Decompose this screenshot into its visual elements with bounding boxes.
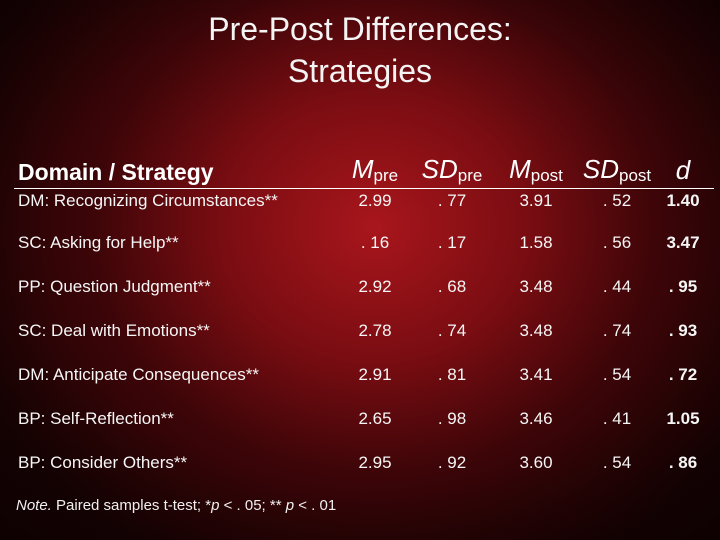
cell-sd-pre: . 68: [437, 277, 467, 296]
cell-d: 1.05: [666, 409, 700, 428]
table-header-row: Domain / Strategy Mpre SDpre Mpost SDpos…: [14, 140, 714, 189]
cell-sd-post: . 56: [602, 233, 632, 252]
table-row: SC: Deal with Emotions** 2.78 . 74 3.48 …: [14, 309, 714, 353]
cell-sd-pre: . 77: [437, 191, 467, 210]
cell-d: . 93: [668, 321, 698, 340]
cell-m-post: 3.48: [519, 277, 553, 296]
cell-sd-pre: . 92: [437, 453, 467, 472]
row-label: SC: Asking for Help**: [18, 233, 179, 252]
cell-d: 1.40: [666, 191, 700, 210]
cell-sd-pre: . 98: [437, 409, 467, 428]
row-label: SC: Deal with Emotions**: [18, 321, 210, 340]
cell-sd-post: . 44: [602, 277, 632, 296]
title-line-1: Pre-Post Differences:: [208, 11, 512, 47]
cell-m-post: 3.91: [519, 191, 553, 210]
cell-m-pre: 2.99: [358, 191, 392, 210]
table-row: SC: Asking for Help** . 16 . 17 1.58 . 5…: [14, 221, 714, 265]
cell-m-pre: . 16: [360, 233, 390, 252]
table-row: DM: Anticipate Consequences** 2.91 . 81 …: [14, 353, 714, 397]
cell-m-pre: 2.91: [358, 365, 392, 384]
row-label: DM: Recognizing Circumstances**: [18, 191, 278, 210]
cell-m-post: 3.60: [519, 453, 553, 472]
cell-m-post: 3.48: [519, 321, 553, 340]
header-m-post: Mpost: [490, 140, 582, 189]
row-label: BP: Self-Reflection**: [18, 409, 174, 428]
table-row: BP: Consider Others** 2.95 . 92 3.60 . 5…: [14, 441, 714, 485]
header-sd-pre: SDpre: [414, 140, 490, 189]
cell-d: . 95: [668, 277, 698, 296]
cell-d: . 72: [668, 365, 698, 384]
cell-d: . 86: [668, 453, 698, 472]
row-label: BP: Consider Others**: [18, 453, 188, 472]
cell-sd-post: . 74: [602, 321, 632, 340]
note-label: Note.: [16, 497, 52, 514]
cell-sd-pre: . 81: [437, 365, 467, 384]
row-label: PP: Question Judgment**: [18, 277, 211, 296]
cell-sd-pre: . 74: [437, 321, 467, 340]
cell-sd-post: . 41: [602, 409, 632, 428]
title-line-2: Strategies: [287, 53, 433, 89]
table-row: PP: Question Judgment** 2.92 . 68 3.48 .…: [14, 265, 714, 309]
cell-m-post: 3.46: [519, 409, 553, 428]
table-row: BP: Self-Reflection** 2.65 . 98 3.46 . 4…: [14, 397, 714, 441]
header-sd-post: SDpost: [582, 140, 652, 189]
cell-d: 3.47: [666, 233, 700, 252]
cell-m-post: 1.58: [519, 233, 553, 252]
cell-sd-post: . 54: [602, 365, 632, 384]
slide-title: Pre-Post Differences: Strategies: [0, 8, 720, 92]
table-row: DM: Recognizing Circumstances** 2.99 . 7…: [14, 189, 714, 222]
cell-sd-post: . 52: [602, 191, 632, 210]
cell-m-pre: 2.95: [358, 453, 392, 472]
table-footnote: Note. Paired samples t-test; *p < . 05; …: [16, 497, 337, 514]
cell-m-pre: 2.65: [358, 409, 392, 428]
header-domain-strategy: Domain / Strategy: [14, 140, 336, 189]
cell-m-pre: 2.78: [358, 321, 392, 340]
cell-sd-pre: . 17: [437, 233, 467, 252]
header-m-pre: Mpre: [336, 140, 414, 189]
cell-sd-post: . 54: [602, 453, 632, 472]
header-effect-size-d: d: [652, 140, 714, 189]
cell-m-post: 3.41: [519, 365, 553, 384]
row-label: DM: Anticipate Consequences**: [18, 365, 259, 384]
strategies-table: Domain / Strategy Mpre SDpre Mpost SDpos…: [14, 140, 714, 485]
cell-m-pre: 2.92: [358, 277, 392, 296]
